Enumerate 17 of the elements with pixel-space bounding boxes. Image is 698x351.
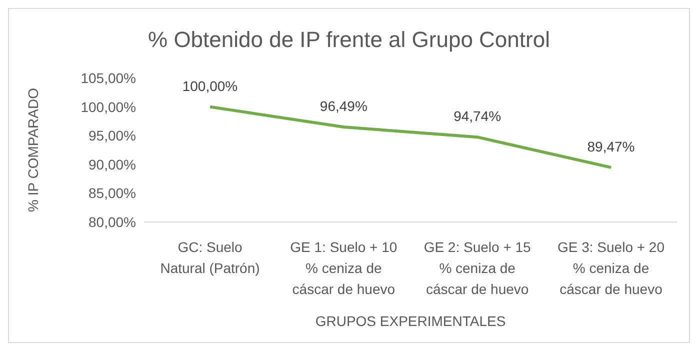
data-label: 100,00%: [182, 78, 238, 94]
data-label: 89,47%: [587, 138, 635, 154]
chart-title: % Obtenido de IP frente al Grupo Control: [147, 27, 551, 53]
x-tick-label: GE 1: Suelo + 10 % ceniza de cáscar de huevo: [290, 239, 398, 297]
x-tick-label: GE 2: Suelo + 15 % ceniza de cáscar de huevo: [424, 239, 532, 297]
x-tick-label: GE 3: Suelo + 20 % ceniza de cáscar de huevo: [557, 239, 665, 297]
x-tick-label: GC: Suelo Natural (Patrón): [160, 239, 260, 276]
data-label: 96,49%: [320, 98, 368, 114]
y-tick-label: 95,00%: [88, 128, 136, 144]
x-axis-title: GRUPOS EXPERIMENTALES: [315, 313, 506, 329]
y-tick-label: 80,00%: [88, 214, 136, 230]
data-label: 94,74%: [454, 108, 502, 124]
y-tick-label: 100,00%: [80, 98, 136, 115]
y-tick-label: 105,00%: [80, 70, 136, 86]
y-tick-label: 85,00%: [88, 185, 136, 202]
y-tick-label: 90,00%: [88, 156, 136, 172]
y-axis-title: % IP COMPARADO: [24, 88, 41, 212]
